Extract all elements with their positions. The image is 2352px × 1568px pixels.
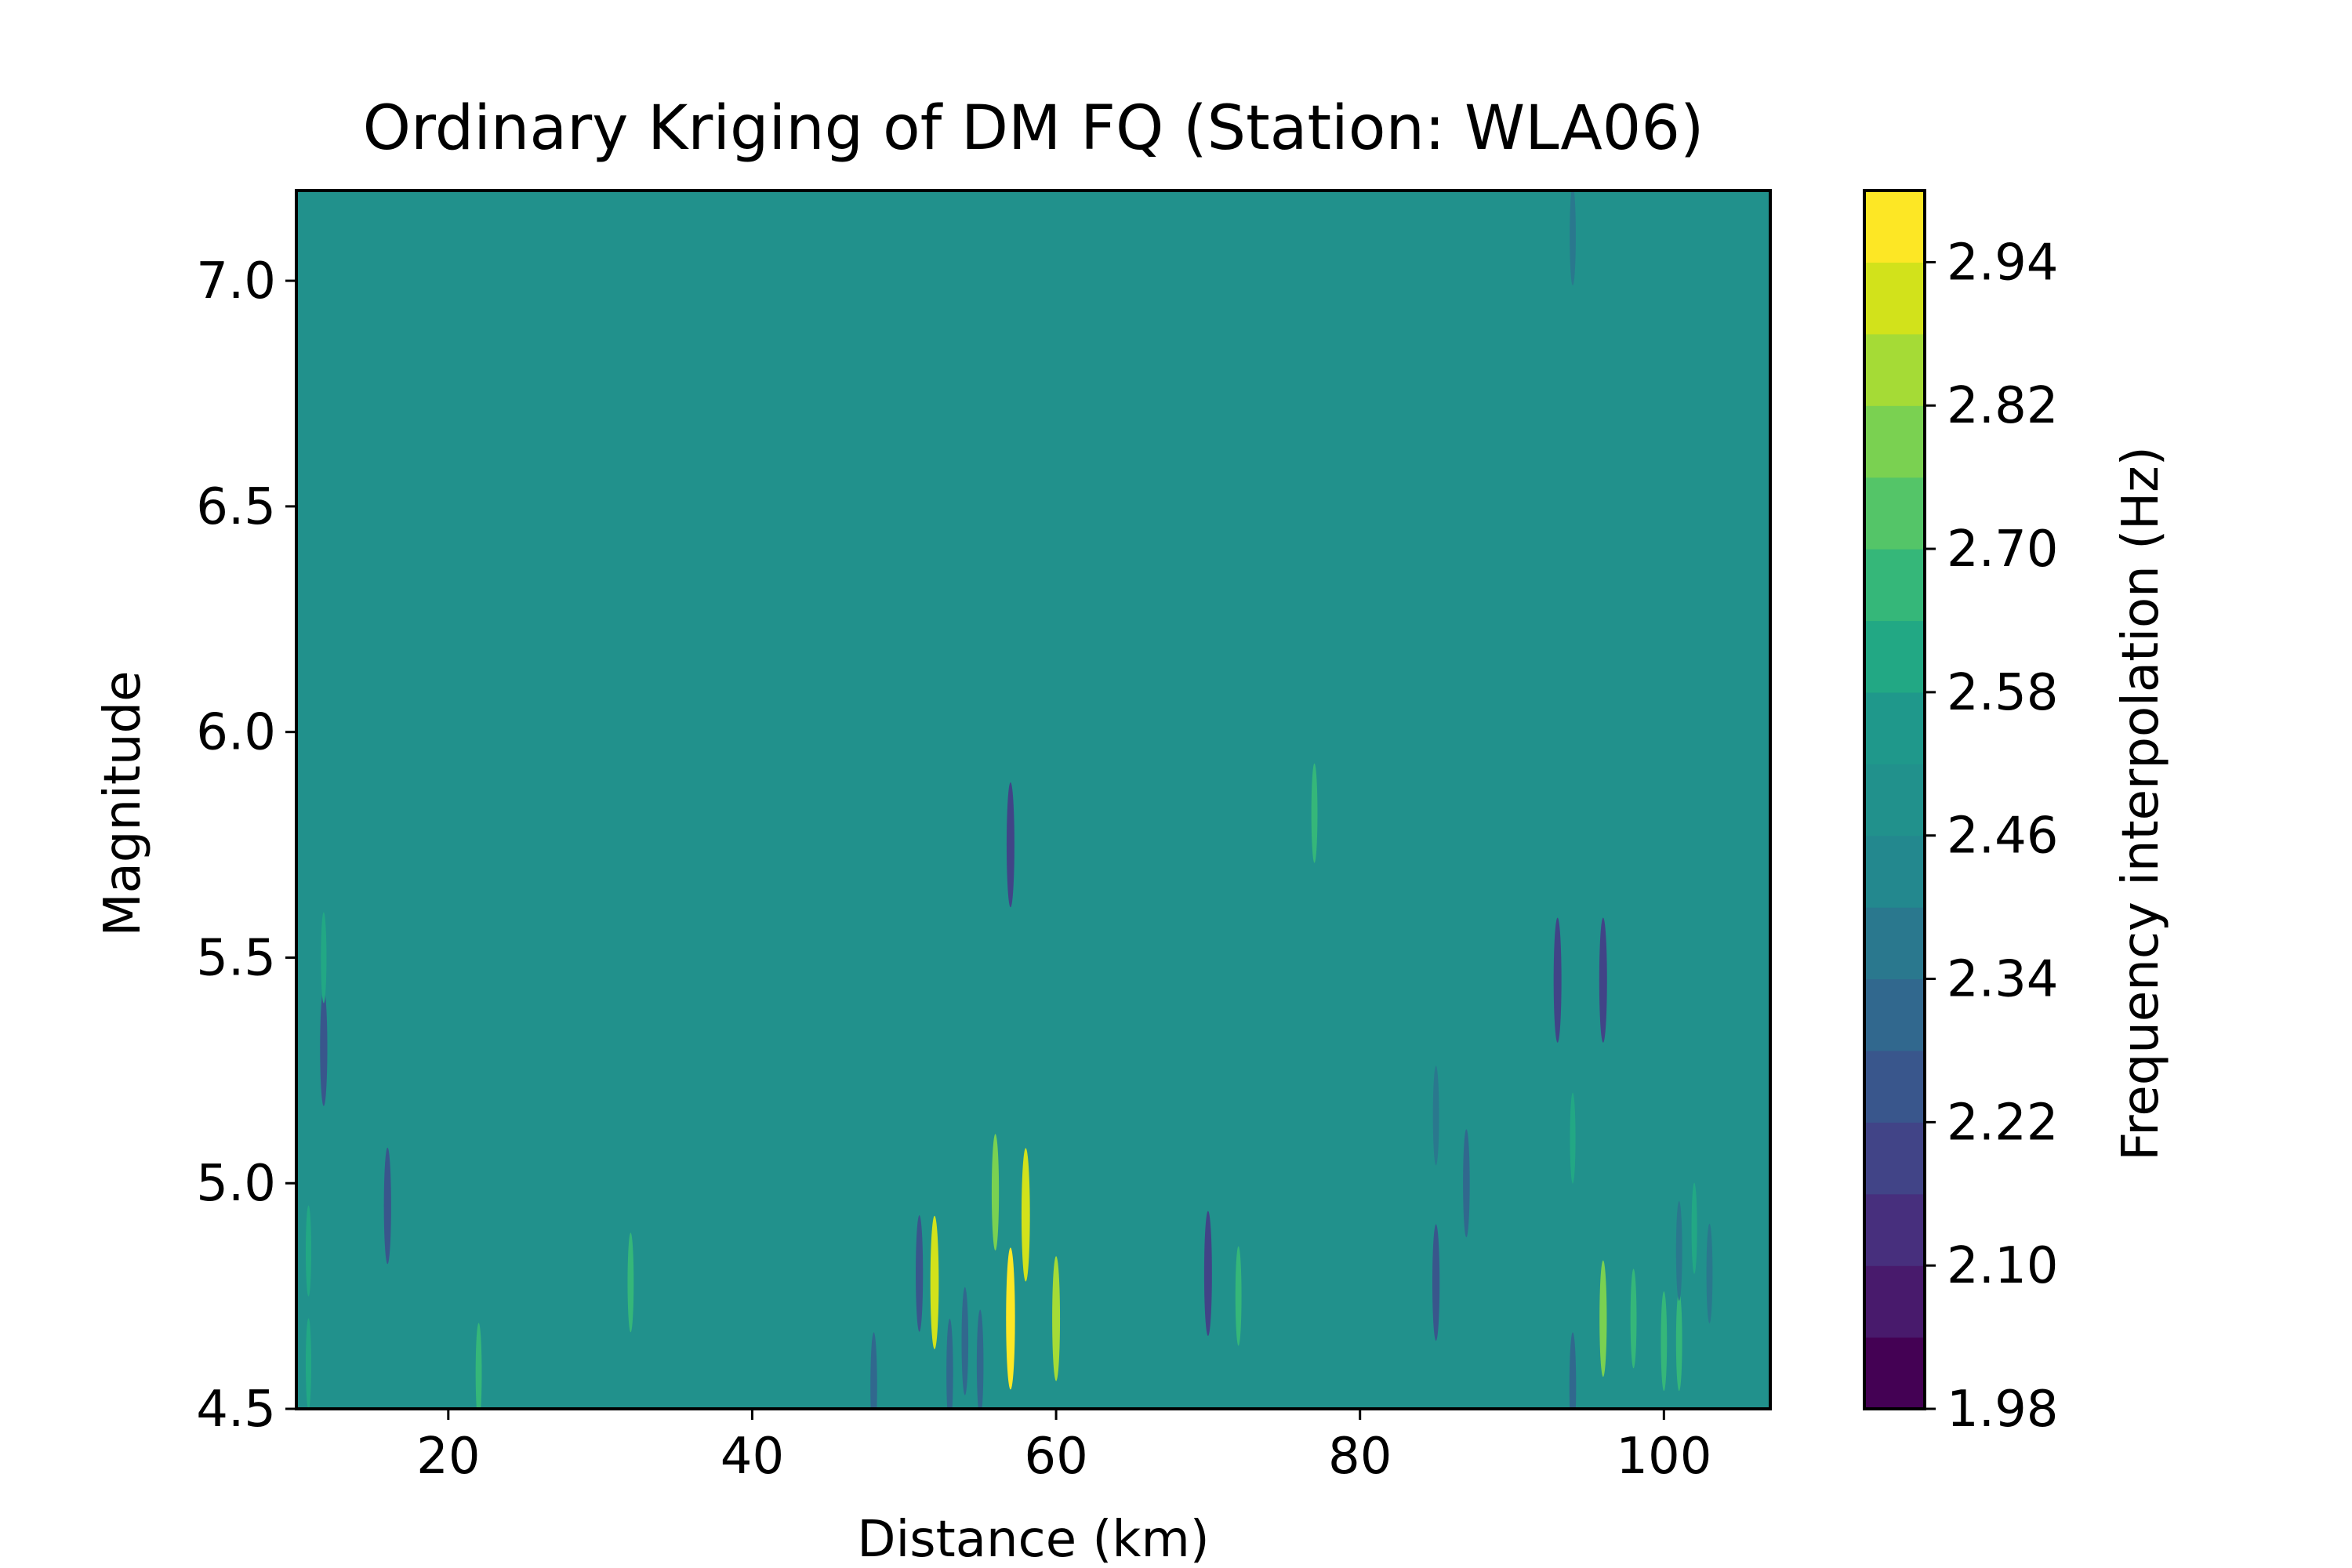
y-tick-label: 7.0 xyxy=(196,252,276,310)
colorbar-tick-label: 1.98 xyxy=(1947,1381,2059,1439)
heatmap-cell xyxy=(1599,1260,1607,1377)
y-tick-label: 5.5 xyxy=(196,929,276,987)
heatmap-cell xyxy=(976,1309,984,1409)
heatmap-background xyxy=(296,191,1770,1409)
heatmap-cell xyxy=(1203,1210,1212,1337)
heatmap-cell xyxy=(321,912,327,1004)
colorbar-tick-label: 2.22 xyxy=(1947,1094,2059,1152)
heatmap-cell xyxy=(1570,1092,1576,1184)
heatmap-cell xyxy=(930,1215,939,1349)
colorbar: 1.98 2.10 2.22 2.34 2.46 2.58 2.70 2.82 2.94 xyxy=(1863,189,2059,1439)
colorbar-tick-label: 2.34 xyxy=(1947,951,2059,1009)
colorbar-band xyxy=(1864,691,1925,764)
colorbar-band xyxy=(1864,262,1925,335)
heatmap-cell xyxy=(1432,1224,1440,1341)
colorbar-band xyxy=(1864,764,1925,837)
heatmap-cell xyxy=(383,1147,391,1265)
heatmap-cell xyxy=(1570,191,1576,286)
heatmap-cell xyxy=(1630,1269,1637,1369)
colorbar-band xyxy=(1864,333,1925,406)
x-tick-label: 80 xyxy=(1328,1428,1392,1486)
colorbar-label: Frequency interpolation (Hz) xyxy=(2112,446,2170,1160)
colorbar-tick-label: 2.46 xyxy=(1947,808,2059,866)
heatmap-cell xyxy=(1599,917,1607,1043)
colorbar-band xyxy=(1864,620,1925,693)
colorbar-band xyxy=(1864,907,1925,980)
x-axis: 20 40 60 80 100 xyxy=(416,1409,1711,1486)
colorbar-tick-label: 2.94 xyxy=(1947,234,2059,292)
heatmap-cell xyxy=(1675,1201,1682,1301)
colorbar-band xyxy=(1864,1122,1925,1195)
y-tick-label: 6.0 xyxy=(196,704,276,762)
heatmap-cell xyxy=(320,989,328,1106)
heatmap-cell xyxy=(1432,1065,1439,1166)
plot-area xyxy=(295,189,1772,1410)
x-axis-label: Distance (km) xyxy=(857,1511,1210,1568)
heatmap-cell xyxy=(1675,1291,1682,1392)
y-tick-label: 5.0 xyxy=(196,1155,276,1213)
heatmap-cell xyxy=(1006,1247,1015,1390)
heatmap-cell xyxy=(1706,1223,1713,1323)
heatmap-cell xyxy=(305,1318,312,1409)
colorbar-band xyxy=(1864,978,1925,1051)
chart-title: Ordinary Kriging of DM FQ (Station: WLA0… xyxy=(363,93,1704,164)
heatmap-anomalies xyxy=(305,191,1713,1409)
colorbar-band xyxy=(1864,1337,1925,1410)
plot-frame xyxy=(295,189,1772,1410)
x-tick-label: 40 xyxy=(720,1428,784,1486)
heatmap-cell xyxy=(991,1134,1000,1251)
heatmap-cell xyxy=(1691,1182,1697,1274)
heatmap-cell xyxy=(1021,1148,1030,1282)
colorbar-frame xyxy=(1863,189,1926,1410)
heatmap-cell xyxy=(1052,1256,1061,1381)
colorbar-band xyxy=(1864,549,1925,622)
colorbar-band xyxy=(1864,1193,1925,1266)
colorbar-band xyxy=(1864,191,1925,263)
heatmap-cell xyxy=(946,1319,953,1409)
y-axis-label: Magnitude xyxy=(94,670,152,936)
colorbar-tick-label: 2.82 xyxy=(1947,377,2059,435)
x-tick-label: 100 xyxy=(1616,1428,1711,1486)
colorbar-band xyxy=(1864,477,1925,550)
y-tick-label: 6.5 xyxy=(196,478,276,536)
heatmap-cell xyxy=(916,1215,924,1332)
heatmap-cell xyxy=(627,1232,634,1333)
y-axis: 4.5 5.0 5.5 6.0 6.5 7.0 xyxy=(196,252,296,1439)
colorbar-band xyxy=(1864,835,1925,908)
heatmap-cell xyxy=(870,1332,877,1409)
colorbar-tick-label: 2.58 xyxy=(1947,664,2059,722)
heatmap-cell xyxy=(1569,1332,1577,1409)
colorbar-band xyxy=(1864,1265,1925,1338)
heatmap-cell xyxy=(1661,1291,1668,1392)
x-tick-label: 20 xyxy=(416,1428,480,1486)
y-tick-label: 4.5 xyxy=(196,1381,276,1439)
heatmap-cell xyxy=(475,1323,482,1409)
x-tick-label: 60 xyxy=(1024,1428,1087,1486)
colorbar-band xyxy=(1864,1050,1925,1123)
heatmap-cell xyxy=(1463,1129,1470,1238)
colorbar-tick-label: 2.10 xyxy=(1947,1237,2059,1295)
heatmap-cell xyxy=(1553,917,1562,1043)
heatmap-cell xyxy=(1006,782,1014,908)
heatmap-cell xyxy=(305,1205,312,1297)
colorbar-band xyxy=(1864,405,1925,478)
heatmap-cell xyxy=(1235,1246,1242,1346)
heatmap-cell xyxy=(1311,763,1318,863)
colorbar-tick-label: 2.70 xyxy=(1947,521,2059,579)
heatmap-cell xyxy=(961,1287,969,1396)
